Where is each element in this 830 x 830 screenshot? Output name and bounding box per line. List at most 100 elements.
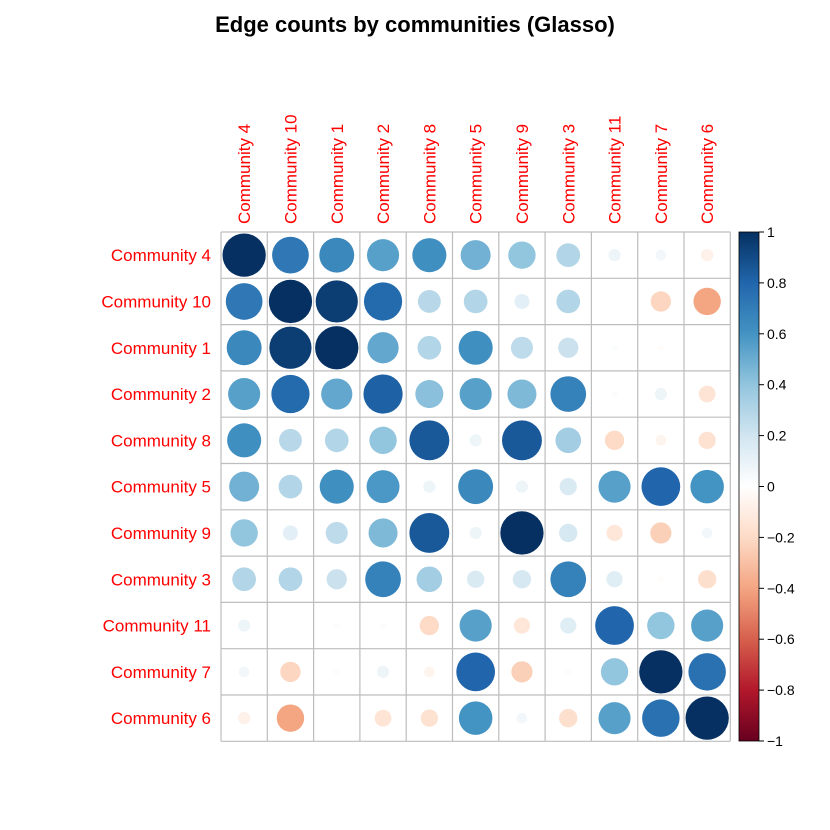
colorbar-tick-label: 0.4 bbox=[767, 377, 787, 393]
matrix-cell-circle bbox=[363, 374, 403, 414]
matrix-cell-circle bbox=[324, 428, 349, 453]
matrix-cell-circle bbox=[228, 377, 261, 411]
matrix-cell-circle bbox=[508, 241, 536, 269]
matrix-cell-circle bbox=[278, 567, 303, 592]
matrix-cell-circle bbox=[514, 293, 530, 309]
matrix-cell-circle bbox=[507, 379, 537, 409]
matrix-cell-circle bbox=[556, 243, 581, 268]
matrix-cell-circle bbox=[238, 619, 251, 632]
matrix-cell-circle bbox=[368, 518, 398, 548]
matrix-cell-circle bbox=[654, 387, 667, 401]
matrix-cell-circle bbox=[657, 344, 664, 351]
matrix-cell-circle bbox=[459, 609, 492, 642]
matrix-cell-circle bbox=[558, 337, 579, 358]
matrix-cell-circle bbox=[559, 523, 578, 543]
row-label: Community 8 bbox=[111, 431, 211, 450]
matrix-cell-circle bbox=[333, 622, 340, 629]
matrix-cell-circle bbox=[701, 527, 713, 539]
matrix-cell-circle bbox=[559, 477, 577, 496]
matrix-cell-circle bbox=[460, 240, 491, 271]
matrix-cell-circle bbox=[419, 615, 440, 636]
matrix-cell-circle bbox=[416, 566, 443, 593]
matrix-cell-circle bbox=[513, 617, 531, 634]
matrix-cell-circle bbox=[458, 701, 493, 735]
colorbar-tick-label: 0.2 bbox=[767, 428, 787, 444]
matrix-cell-circle bbox=[690, 469, 724, 504]
row-label: Community 9 bbox=[111, 524, 211, 543]
colorbar-tick-label: −1 bbox=[767, 733, 783, 749]
matrix-cell-circle bbox=[698, 385, 716, 403]
matrix-cell-circle bbox=[501, 420, 542, 461]
matrix-cell-circle bbox=[512, 570, 532, 589]
matrix-cell-circle bbox=[417, 289, 441, 313]
colorbar-tick-label: −0.8 bbox=[767, 682, 795, 698]
matrix-cell-circle bbox=[282, 525, 298, 541]
matrix-cell-circle bbox=[278, 474, 303, 499]
matrix-cell-circle bbox=[326, 569, 347, 590]
matrix-cell-circle bbox=[647, 611, 675, 640]
matrix-cell-circle bbox=[420, 709, 439, 727]
matrix-cell-circle bbox=[598, 702, 631, 735]
matrix-cell-circle bbox=[319, 469, 354, 504]
matrix-cell-circle bbox=[272, 236, 309, 274]
matrix-cell-circle bbox=[701, 249, 714, 262]
matrix-cell-circle bbox=[226, 330, 262, 366]
matrix-cell-circle bbox=[417, 335, 442, 360]
column-label: Community 2 bbox=[374, 124, 393, 224]
colorbar-gradient bbox=[738, 231, 760, 742]
matrix-cell-circle bbox=[515, 480, 529, 493]
matrix-cell-circle bbox=[278, 428, 302, 452]
matrix-cell-circle bbox=[463, 289, 488, 314]
column-label: Community 8 bbox=[420, 124, 439, 224]
matrix-cell-circle bbox=[559, 708, 578, 728]
column-label: Community 5 bbox=[467, 124, 486, 224]
matrix-cell-circle bbox=[639, 650, 683, 694]
matrix-cell-circle bbox=[458, 330, 493, 365]
matrix-cell-circle bbox=[366, 470, 400, 504]
matrix-cell-circle bbox=[459, 377, 492, 411]
matrix-cell-circle bbox=[697, 570, 717, 589]
matrix-cell-circle bbox=[555, 427, 582, 454]
matrix-cell-circle bbox=[268, 279, 313, 324]
matrix-cell-circle bbox=[641, 467, 681, 507]
matrix-cell-circle bbox=[412, 238, 447, 273]
matrix-cell-circle bbox=[688, 653, 726, 691]
matrix-cell-circle bbox=[363, 282, 403, 321]
column-label: Community 6 bbox=[698, 124, 717, 224]
column-label: Community 11 bbox=[606, 116, 625, 224]
matrix-cell-circle bbox=[693, 287, 721, 316]
matrix-cell-circle bbox=[560, 617, 577, 634]
matrix-cell-circle bbox=[611, 344, 618, 351]
matrix-cell-circle bbox=[550, 561, 587, 598]
matrix-cell-circle bbox=[657, 576, 664, 583]
matrix-cell-circle bbox=[691, 609, 724, 642]
colorbar-tick-label: −0.4 bbox=[767, 580, 795, 596]
matrix-cell-circle bbox=[606, 571, 623, 588]
matrix-cell-circle bbox=[315, 326, 359, 370]
matrix-cell-circle bbox=[650, 522, 672, 544]
matrix-cell-circle bbox=[510, 336, 533, 359]
column-label: Community 4 bbox=[235, 124, 254, 224]
row-label: Community 11 bbox=[103, 617, 211, 636]
matrix-cell-circle bbox=[500, 511, 544, 555]
column-label: Community 10 bbox=[281, 114, 300, 224]
matrix-cell-circle bbox=[604, 430, 625, 451]
column-labels: Community 4 Community 10 Community 1 Commun… bbox=[235, 114, 717, 224]
matrix-cell-circle bbox=[229, 471, 260, 502]
matrix-cell-circle bbox=[409, 420, 450, 461]
matrix-cell-circle bbox=[227, 423, 262, 458]
row-label: Community 7 bbox=[111, 663, 211, 682]
row-label: Community 1 bbox=[111, 339, 211, 358]
matrix-cell-circle bbox=[366, 239, 400, 272]
matrix-cell-circle bbox=[423, 480, 436, 493]
matrix-cell-circle bbox=[232, 567, 257, 592]
matrix-cell-circle bbox=[369, 426, 397, 455]
matrix-cell-circle bbox=[698, 431, 716, 450]
matrix-cell-circle bbox=[655, 435, 667, 446]
matrix-cell-circle bbox=[598, 470, 631, 503]
row-label: Community 2 bbox=[111, 385, 211, 404]
colorbar-tick-label: 0.6 bbox=[767, 326, 787, 342]
colorbar-tick-label: −0.2 bbox=[767, 529, 795, 545]
matrix-cell-circle bbox=[376, 665, 390, 678]
